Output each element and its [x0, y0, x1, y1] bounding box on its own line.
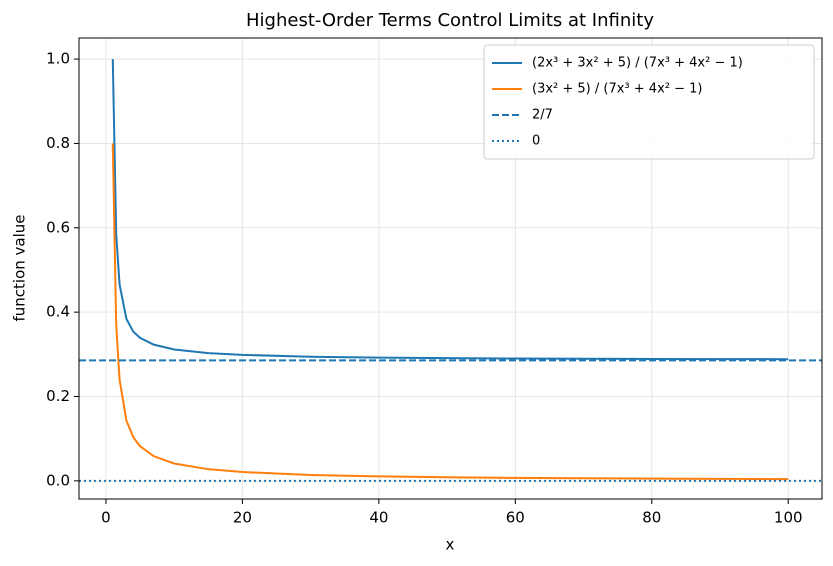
y-tick-label: 0.2: [46, 387, 70, 405]
legend-label: (3x² + 5) / (7x³ + 4x² − 1): [532, 82, 702, 97]
x-axis-label: x: [446, 536, 455, 554]
x-tick-label: 80: [642, 509, 661, 527]
series-line: [111, 59, 789, 361]
y-tick-label: 0.4: [46, 303, 70, 321]
x-tick-label: 20: [233, 509, 252, 527]
x-tick-label: 60: [506, 509, 525, 527]
y-tick-label: 1.0: [46, 50, 70, 68]
legend-label: 2/7: [532, 108, 553, 123]
chart-title: Highest-Order Terms Control Limits at In…: [246, 10, 654, 31]
legend-box: [483, 44, 815, 160]
y-tick-label: 0.0: [46, 471, 70, 489]
y-tick-label: 0.8: [46, 134, 70, 152]
series-line: [111, 143, 789, 481]
legend-label: (2x³ + 3x² + 5) / (7x³ + 4x² − 1): [532, 56, 743, 71]
x-tick-label: 0: [101, 509, 111, 527]
plot-frame: [78, 37, 823, 500]
legend-label: 0: [532, 134, 540, 149]
y-axis-label: function value: [11, 214, 29, 321]
y-tick-label: 0.6: [46, 218, 70, 236]
legend: (2x³ + 3x² + 5) / (7x³ + 4x² − 1) (3x² + …: [483, 44, 815, 160]
x-tick-label: 40: [369, 509, 388, 527]
x-tick-label: 100: [774, 509, 803, 527]
